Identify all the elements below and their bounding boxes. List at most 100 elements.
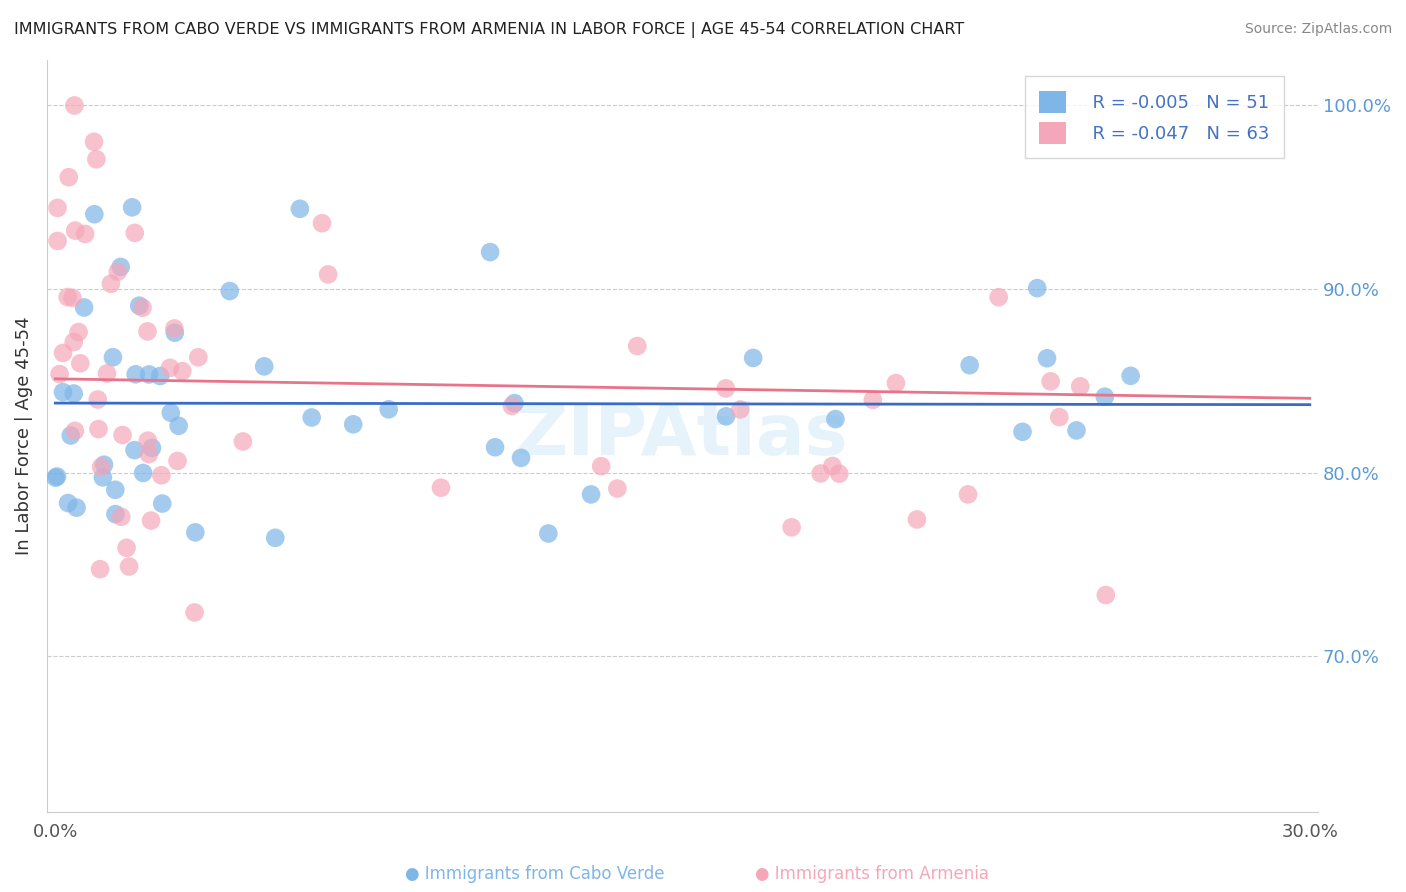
Immigrants from Armenia [810, 467, 832, 481]
Immigrants from Armenia [89, 562, 111, 576]
Immigrants from Armenia [96, 367, 118, 381]
Immigrants from Cabo Verde [218, 284, 240, 298]
Immigrants from Armenia [118, 559, 141, 574]
Immigrants from Armenia [163, 321, 186, 335]
Text: Source: ZipAtlas.com: Source: ZipAtlas.com [1244, 22, 1392, 37]
Immigrants from Cabo Verde [579, 487, 602, 501]
Immigrants from Cabo Verde [138, 368, 160, 382]
Immigrants from Armenia [90, 460, 112, 475]
Immigrants from Armenia [110, 509, 132, 524]
Immigrants from Armenia [728, 402, 751, 417]
Immigrants from Cabo Verde [104, 507, 127, 521]
Immigrants from Armenia [591, 459, 613, 474]
Text: IMMIGRANTS FROM CABO VERDE VS IMMIGRANTS FROM ARMENIA IN LABOR FORCE | AGE 45-54: IMMIGRANTS FROM CABO VERDE VS IMMIGRANTS… [14, 22, 965, 38]
Immigrants from Armenia [46, 201, 69, 215]
Legend:   R = -0.005   N = 51,   R = -0.047   N = 63: R = -0.005 N = 51, R = -0.047 N = 63 [1025, 76, 1284, 158]
Immigrants from Cabo Verde [503, 396, 526, 410]
Immigrants from Cabo Verde [742, 351, 765, 365]
Immigrants from Armenia [63, 98, 86, 112]
Immigrants from Cabo Verde [253, 359, 276, 374]
Immigrants from Cabo Verde [124, 443, 146, 458]
Immigrants from Cabo Verde [484, 440, 506, 454]
Immigrants from Armenia [62, 334, 84, 349]
Immigrants from Cabo Verde [714, 409, 737, 424]
Immigrants from Cabo Verde [184, 525, 207, 540]
Immigrants from Armenia [780, 520, 803, 534]
Immigrants from Armenia [1047, 410, 1070, 425]
Immigrants from Armenia [166, 454, 188, 468]
Immigrants from Armenia [58, 170, 80, 185]
Immigrants from Armenia [75, 227, 97, 241]
Immigrants from Armenia [136, 325, 159, 339]
Immigrants from Cabo Verde [537, 526, 560, 541]
Immigrants from Armenia [821, 458, 844, 473]
Text: ZIPAtlas: ZIPAtlas [516, 401, 849, 470]
Immigrants from Armenia [828, 467, 851, 481]
Immigrants from Armenia [67, 325, 90, 339]
Immigrants from Cabo Verde [167, 418, 190, 433]
Immigrants from Cabo Verde [342, 417, 364, 432]
Immigrants from Cabo Verde [101, 350, 124, 364]
Immigrants from Cabo Verde [46, 469, 69, 483]
Immigrants from Armenia [187, 351, 209, 365]
Immigrants from Armenia [86, 153, 108, 167]
Immigrants from Armenia [83, 135, 105, 149]
Immigrants from Cabo Verde [163, 326, 186, 340]
Immigrants from Armenia [52, 346, 75, 360]
Immigrants from Cabo Verde [301, 410, 323, 425]
Immigrants from Cabo Verde [510, 450, 533, 465]
Immigrants from Armenia [956, 487, 979, 501]
Immigrants from Cabo Verde [132, 466, 155, 480]
Immigrants from Cabo Verde [377, 402, 399, 417]
Immigrants from Armenia [905, 512, 928, 526]
Immigrants from Armenia [63, 424, 86, 438]
Immigrants from Armenia [139, 514, 162, 528]
Immigrants from Cabo Verde [121, 200, 143, 214]
Immigrants from Cabo Verde [824, 412, 846, 426]
Immigrants from Cabo Verde [93, 458, 115, 472]
Immigrants from Cabo Verde [62, 386, 84, 401]
Immigrants from Cabo Verde [1066, 424, 1088, 438]
Immigrants from Armenia [87, 422, 110, 436]
Immigrants from Armenia [48, 367, 70, 381]
Immigrants from Cabo Verde [150, 497, 173, 511]
Immigrants from Cabo Verde [59, 428, 82, 442]
Immigrants from Armenia [107, 264, 129, 278]
Immigrants from Armenia [111, 428, 134, 442]
Immigrants from Armenia [862, 392, 884, 407]
Immigrants from Armenia [714, 381, 737, 395]
Immigrants from Armenia [232, 434, 254, 449]
Immigrants from Armenia [131, 301, 153, 315]
Immigrants from Cabo Verde [1026, 281, 1049, 295]
Immigrants from Armenia [159, 360, 181, 375]
Immigrants from Cabo Verde [52, 385, 75, 400]
Immigrants from Armenia [56, 290, 79, 304]
Immigrants from Cabo Verde [56, 496, 79, 510]
Immigrants from Armenia [606, 482, 628, 496]
Immigrants from Cabo Verde [1094, 390, 1116, 404]
Immigrants from Cabo Verde [159, 406, 181, 420]
Immigrants from Armenia [124, 226, 146, 240]
Immigrants from Cabo Verde [141, 441, 163, 455]
Text: ● Immigrants from Armenia: ● Immigrants from Armenia [755, 865, 988, 883]
Immigrants from Armenia [1095, 588, 1118, 602]
Immigrants from Armenia [183, 606, 205, 620]
Text: ● Immigrants from Cabo Verde: ● Immigrants from Cabo Verde [405, 865, 664, 883]
Y-axis label: In Labor Force | Age 45-54: In Labor Force | Age 45-54 [15, 317, 32, 555]
Immigrants from Armenia [46, 234, 69, 248]
Immigrants from Armenia [150, 468, 173, 483]
Immigrants from Armenia [1069, 379, 1091, 393]
Immigrants from Armenia [430, 481, 453, 495]
Immigrants from Armenia [87, 392, 110, 407]
Immigrants from Armenia [316, 268, 339, 282]
Immigrants from Cabo Verde [110, 260, 132, 274]
Immigrants from Cabo Verde [1036, 351, 1059, 366]
Immigrants from Cabo Verde [149, 369, 172, 384]
Immigrants from Armenia [987, 290, 1010, 304]
Immigrants from Cabo Verde [125, 368, 148, 382]
Immigrants from Armenia [60, 291, 83, 305]
Immigrants from Armenia [884, 376, 907, 390]
Immigrants from Armenia [69, 356, 91, 370]
Immigrants from Cabo Verde [128, 299, 150, 313]
Immigrants from Cabo Verde [1011, 425, 1033, 439]
